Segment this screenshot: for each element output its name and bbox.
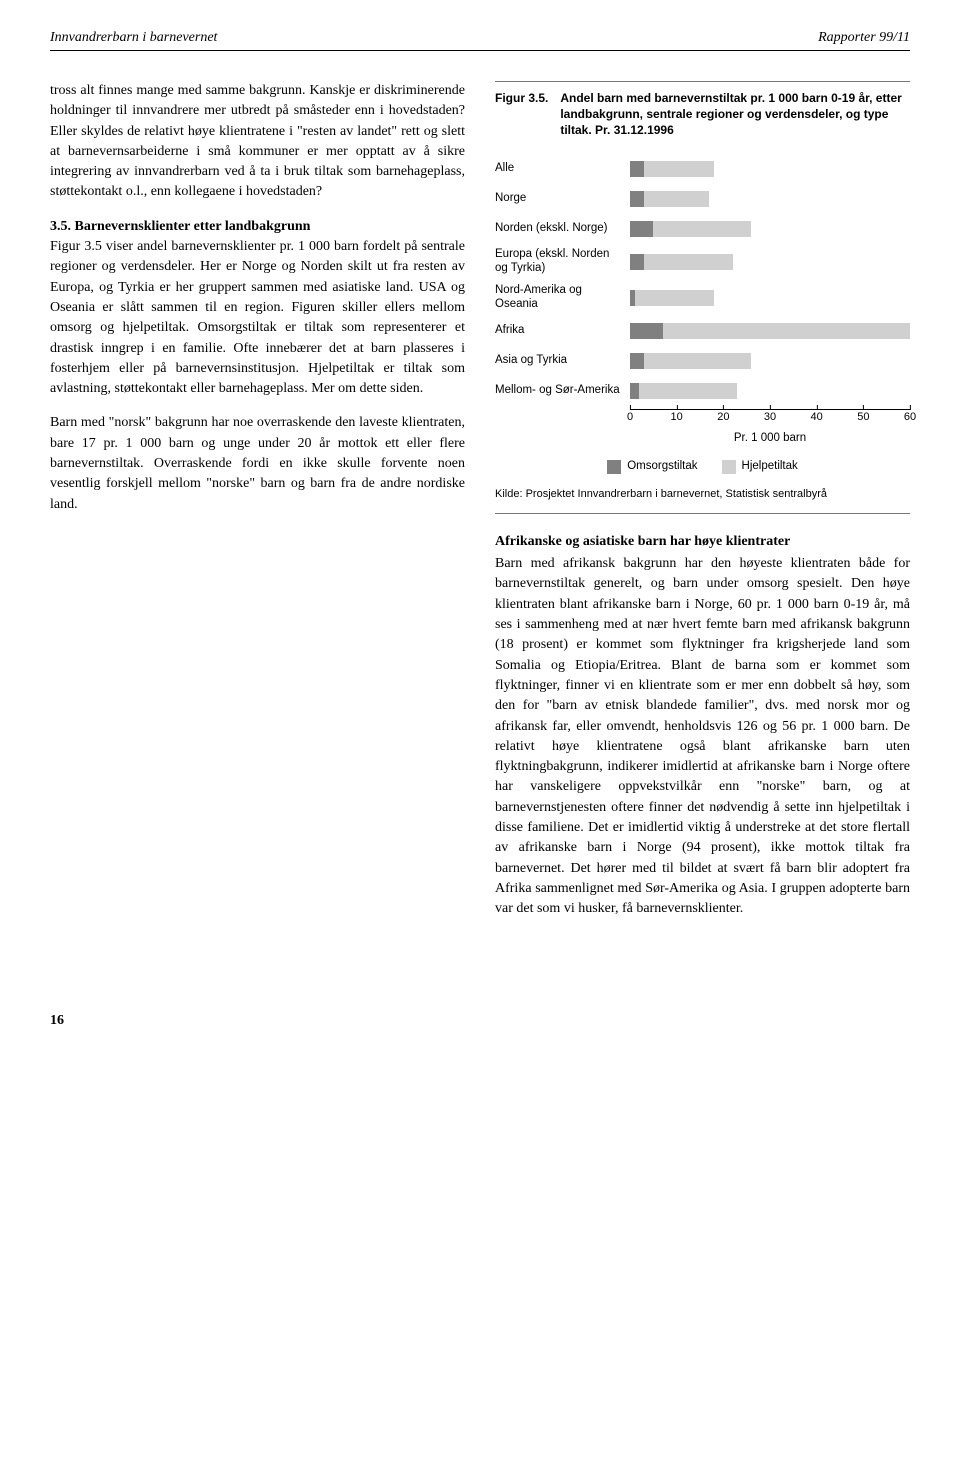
- bar-label: Norge: [495, 192, 630, 205]
- bar-row: Asia og Tyrkia: [495, 347, 910, 375]
- bar-area: [630, 191, 910, 207]
- figure-3-5: Figur 3.5. Andel barn med barnevernstilt…: [495, 81, 910, 514]
- bar-segment-hjelp: [653, 221, 751, 237]
- bar-row: Mellom- og Sør-Amerika: [495, 377, 910, 405]
- bar-label: Asia og Tyrkia: [495, 354, 630, 367]
- axis-tick: 10: [671, 410, 683, 426]
- bar-label: Norden (ekskl. Norge): [495, 222, 630, 235]
- paragraph-1: tross alt finnes mange med samme bakgrun…: [50, 81, 465, 203]
- bar-area: [630, 353, 910, 369]
- subsection-heading: Afrikanske og asiatiske barn har høye kl…: [495, 532, 910, 552]
- section-title: 3.5. Barnevernsklienter etter landbakgru…: [50, 219, 310, 234]
- swatch-hjelp: [722, 460, 736, 474]
- bar-segment-hjelp: [635, 290, 714, 306]
- paragraph-2-body: Figur 3.5 viser andel barnevernsklienter…: [50, 239, 465, 396]
- legend-label-2: Hjelpetiltak: [742, 458, 798, 475]
- bar-chart: Alle Norge Norden (ekskl. Norge) Europa (ek…: [495, 155, 910, 405]
- page-number: 16: [50, 1013, 910, 1029]
- bar-segment-omsorg: [630, 353, 644, 369]
- bar-area: [630, 290, 910, 306]
- bar-segment-omsorg: [630, 323, 663, 339]
- figure-header: Figur 3.5. Andel barn med barnevernstilt…: [495, 81, 910, 139]
- bar-segment-hjelp: [644, 254, 733, 270]
- header-left: Innvandrerbarn i barnevernet: [50, 30, 217, 46]
- swatch-omsorg: [607, 460, 621, 474]
- figure-caption: Andel barn med barnevernstiltak pr. 1 00…: [560, 90, 910, 139]
- bar-area: [630, 383, 910, 399]
- x-axis: 0102030405060: [630, 409, 910, 428]
- bar-label: Afrika: [495, 324, 630, 337]
- axis-ticks: 0102030405060: [630, 410, 910, 428]
- axis-tick: 60: [904, 410, 916, 426]
- bar-label: Nord-Amerika og Oseania: [495, 284, 630, 310]
- paragraph-2: 3.5. Barnevernsklienter etter landbakgru…: [50, 217, 465, 400]
- right-column: Figur 3.5. Andel barn med barnevernstilt…: [495, 81, 910, 933]
- axis-tick: 0: [627, 410, 633, 426]
- left-column: tross alt finnes mange med samme bakgrun…: [50, 81, 465, 933]
- bar-segment-omsorg: [630, 191, 644, 207]
- bar-area: [630, 161, 910, 177]
- bar-segment-hjelp: [639, 383, 737, 399]
- figure-source: Kilde: Prosjektet Innvandrerbarn i barne…: [495, 487, 910, 503]
- legend-item-1: Omsorgstiltak: [607, 458, 697, 475]
- bar-segment-hjelp: [663, 323, 910, 339]
- bar-segment-hjelp: [644, 191, 709, 207]
- bar-row: Afrika: [495, 317, 910, 345]
- bar-label: Europa (ekskl. Norden og Tyrkia): [495, 248, 630, 274]
- axis-tick: 30: [764, 410, 776, 426]
- axis-tick: 20: [717, 410, 729, 426]
- bar-row: Alle: [495, 155, 910, 183]
- bar-row: Norden (ekskl. Norge): [495, 215, 910, 243]
- bar-row: Nord-Amerika og Oseania: [495, 281, 910, 315]
- bar-segment-omsorg: [630, 221, 653, 237]
- bar-segment-omsorg: [630, 161, 644, 177]
- bar-label: Alle: [495, 162, 630, 175]
- page-header: Innvandrerbarn i barnevernet Rapporter 9…: [50, 30, 910, 51]
- legend-label-1: Omsorgstiltak: [627, 458, 697, 475]
- axis-tick: 40: [811, 410, 823, 426]
- content-columns: tross alt finnes mange med samme bakgrun…: [50, 81, 910, 933]
- chart-legend: Omsorgstiltak Hjelpetiltak: [495, 458, 910, 475]
- axis-label: Pr. 1 000 barn: [630, 430, 910, 447]
- bar-row: Europa (ekskl. Norden og Tyrkia): [495, 245, 910, 279]
- paragraph-3: Barn med "norsk" bakgrunn har noe overra…: [50, 413, 465, 514]
- bar-area: [630, 254, 910, 270]
- legend-item-2: Hjelpetiltak: [722, 458, 798, 475]
- bar-label: Mellom- og Sør-Amerika: [495, 384, 630, 397]
- bar-segment-omsorg: [630, 383, 639, 399]
- axis-tick: 50: [857, 410, 869, 426]
- figure-number: Figur 3.5.: [495, 90, 548, 139]
- header-right: Rapporter 99/11: [818, 30, 910, 46]
- subsection-body: Barn med afrikansk bakgrunn har den høye…: [495, 554, 910, 919]
- bar-row: Norge: [495, 185, 910, 213]
- subsection: Afrikanske og asiatiske barn har høye kl…: [495, 532, 910, 920]
- bar-area: [630, 221, 910, 237]
- bar-segment-hjelp: [644, 353, 751, 369]
- bar-segment-omsorg: [630, 254, 644, 270]
- bar-segment-hjelp: [644, 161, 714, 177]
- bar-area: [630, 323, 910, 339]
